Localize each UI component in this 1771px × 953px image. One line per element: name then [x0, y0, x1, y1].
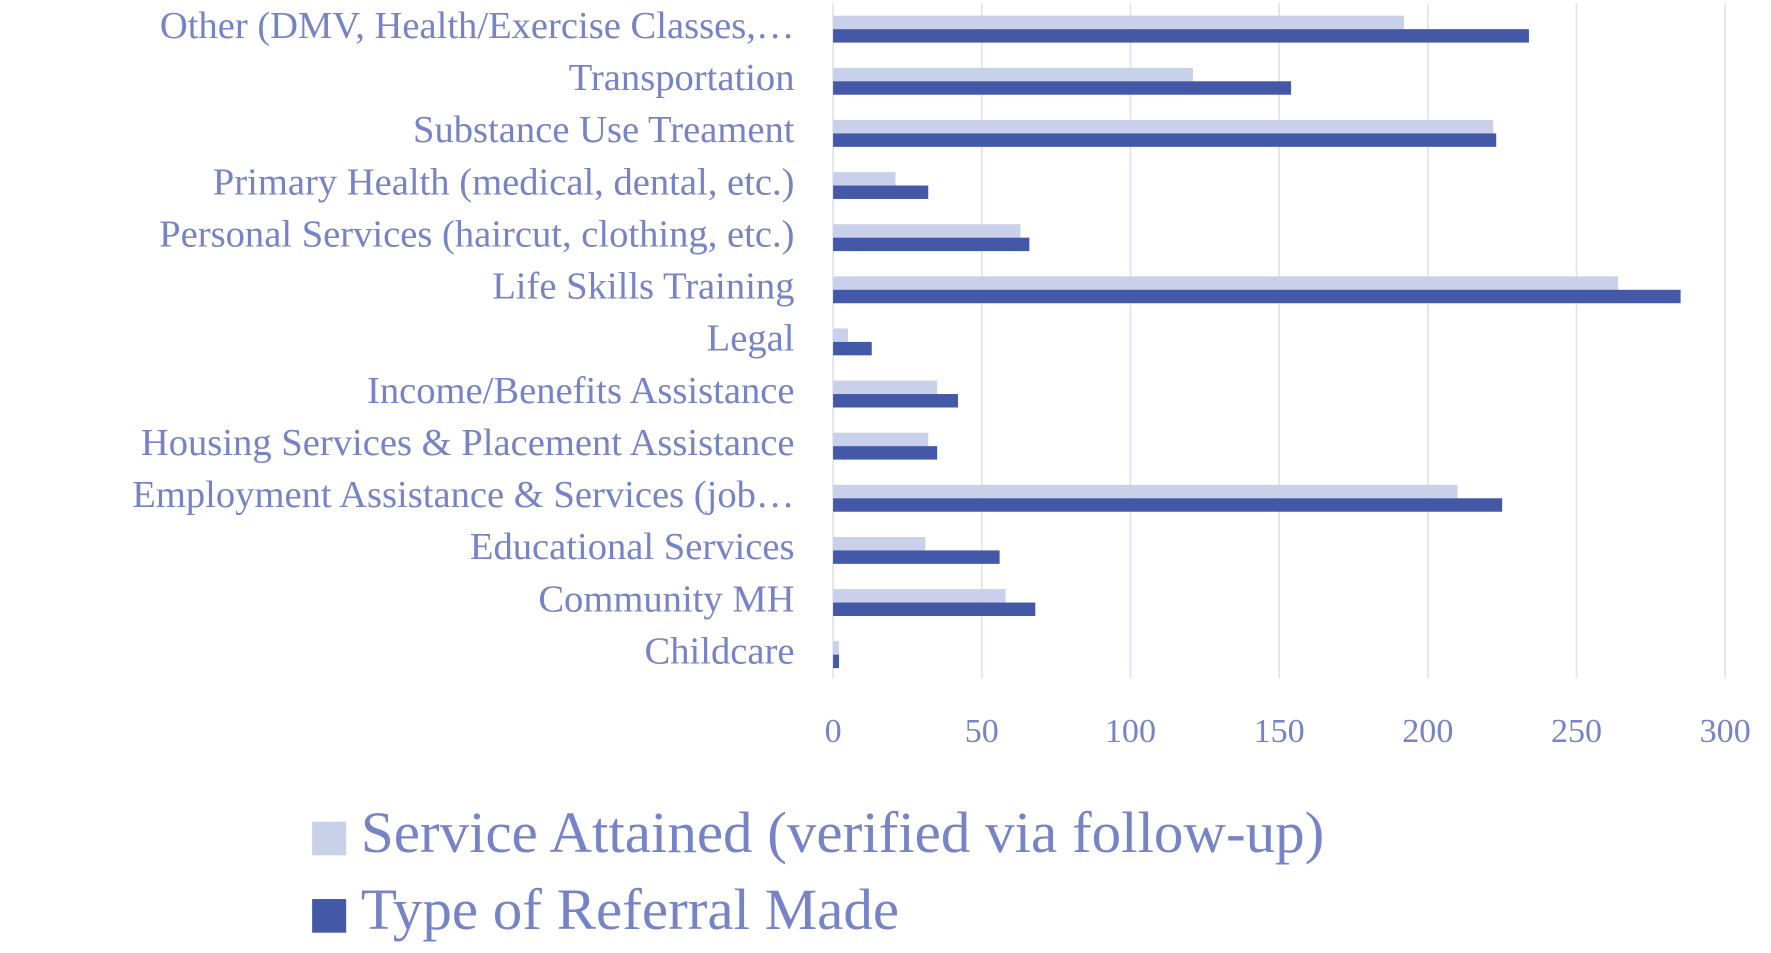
bar	[833, 67, 1193, 82]
y-tick-label: Transportation	[569, 57, 795, 99]
bar	[833, 641, 840, 655]
bar	[833, 224, 1021, 238]
y-tick-label: Housing Services & Placement Assistance	[141, 422, 795, 464]
bar	[833, 185, 929, 199]
bar	[833, 380, 938, 395]
y-tick-label: Primary Health (medical, dental, etc.)	[213, 161, 795, 203]
bar	[833, 172, 896, 186]
bar	[833, 276, 1619, 290]
x-tick-label: 150	[1254, 713, 1305, 750]
bar	[833, 289, 1681, 304]
x-tick-label: 100	[1105, 713, 1156, 750]
legend-label: Service Attained (verified via follow-up…	[361, 800, 1324, 865]
x-tick-label: 300	[1700, 713, 1751, 750]
bar	[833, 432, 929, 447]
y-tick-label: Other (DMV, Health/Exercise Classes,…	[160, 5, 795, 47]
bar	[833, 550, 1000, 564]
bar	[833, 81, 1292, 95]
bar	[833, 29, 1529, 43]
plot-area: 0 50 100 150 200 250 300 Other (DMV, Health/Exe…	[132, 3, 1751, 943]
bar	[833, 237, 1030, 252]
bar	[833, 341, 872, 356]
bar	[833, 654, 840, 669]
bar	[833, 484, 1458, 499]
bar	[833, 394, 958, 408]
legend-swatch	[312, 821, 347, 856]
bar	[833, 446, 938, 460]
x-tick-label: 250	[1551, 713, 1602, 750]
legend-label: Type of Referral Made	[361, 878, 899, 943]
bar	[833, 602, 1036, 616]
y-tick-label: Personal Services (haircut, clothing, et…	[159, 214, 794, 256]
x-tick-label: 0	[825, 713, 842, 750]
y-tick-label: Childcare	[645, 631, 795, 673]
bar	[833, 328, 848, 342]
y-tick-label: Educational Services	[470, 526, 795, 568]
legend-swatch	[312, 899, 347, 933]
bar	[833, 498, 1503, 512]
bar	[833, 589, 1006, 603]
bar	[833, 536, 926, 551]
bar	[833, 15, 1405, 30]
bar	[833, 119, 1494, 134]
y-tick-label: Income/Benefits Assistance	[367, 370, 795, 412]
x-tick-label: 50	[965, 713, 999, 750]
y-tick-label: Substance Use Treament	[413, 109, 795, 151]
y-tick-label: Employment Assistance & Services (job…	[132, 474, 794, 516]
y-tick-label: Legal	[707, 318, 795, 360]
x-tick-label: 200	[1402, 713, 1453, 750]
y-tick-label: Life Skills Training	[492, 266, 794, 308]
y-tick-label: Community MH	[538, 578, 794, 620]
bar	[833, 133, 1497, 147]
